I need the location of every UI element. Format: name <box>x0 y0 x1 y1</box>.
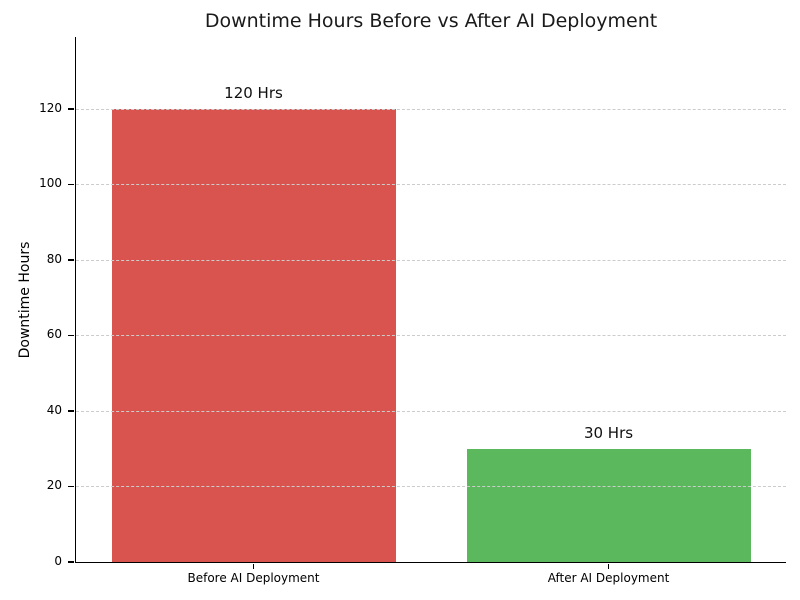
chart-title: Downtime Hours Before vs After AI Deploy… <box>204 10 658 32</box>
x-tick-mark-1 <box>607 564 610 569</box>
y-tick-label-40: 40 <box>46 402 62 417</box>
gridline-y-120 <box>76 108 786 110</box>
x-tick-label-0: Before AI Deployment <box>187 571 320 585</box>
y-tick-label-20: 20 <box>46 478 62 493</box>
y-tick-mark-0 <box>68 561 74 563</box>
y-tick-label-100: 100 <box>39 176 62 191</box>
y-tick-label-0: 0 <box>54 554 62 568</box>
y-tick-mark-100 <box>68 183 74 186</box>
gridline-y-20 <box>76 486 786 488</box>
bar-value-label-1: 30 Hrs <box>583 423 634 442</box>
y-tick-label-60: 60 <box>46 327 62 342</box>
y-tick-label-120: 120 <box>39 100 62 115</box>
y-tick-mark-40 <box>68 410 74 412</box>
y-tick-mark-60 <box>68 334 74 337</box>
gridline-y-80 <box>76 259 786 261</box>
gridline-y-40 <box>76 410 786 412</box>
y-tick-mark-20 <box>68 485 74 488</box>
y-tick-mark-120 <box>68 108 74 110</box>
gridline-y-60 <box>76 335 786 337</box>
y-tick-mark-80 <box>68 259 74 261</box>
x-tick-label-1: After AI Deployment <box>547 571 670 585</box>
bar-0 <box>111 108 396 562</box>
bar-1 <box>466 448 751 562</box>
x-tick-mark-0 <box>252 564 255 569</box>
gridline-y-100 <box>76 184 786 186</box>
y-tick-label-80: 80 <box>46 251 62 266</box>
bar-value-label-0: 120 Hrs <box>224 83 283 102</box>
plot-area: 120 Hrs Before AI Deployment 30 Hrs After A… <box>39 37 786 585</box>
